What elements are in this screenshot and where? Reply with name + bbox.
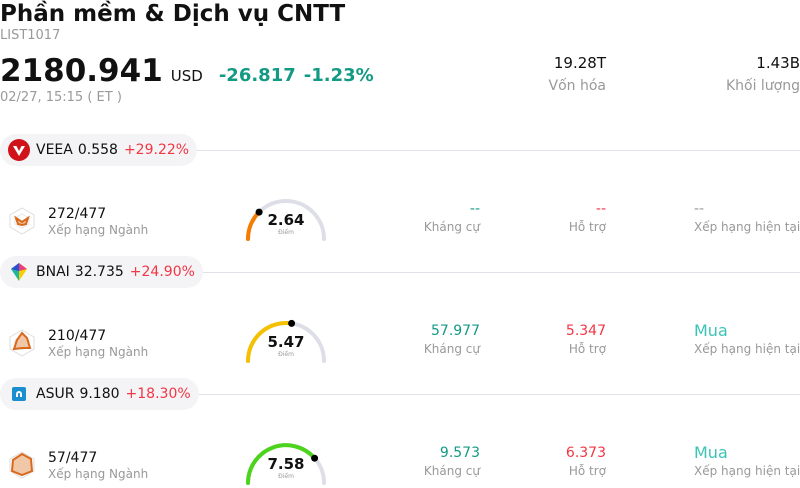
support: -- Hỗ trợ xyxy=(569,200,606,234)
stock-price: 9.180 xyxy=(79,386,120,402)
support-label: Hỗ trợ xyxy=(568,464,606,478)
rating-value: Mua xyxy=(694,321,728,340)
score-gauge: 5.47 Điểm xyxy=(243,316,329,366)
support-value: -- xyxy=(595,201,606,217)
resistance: -- Kháng cự xyxy=(424,200,480,234)
score-label: Điểm xyxy=(278,351,294,358)
volume-value: 1.43B xyxy=(756,54,800,72)
rating-label: Xếp hạng hiện tại xyxy=(694,342,800,356)
stock-section-bnai: BNAI 32.735 +24.90% 210/477 Xếp hạng Ngà… xyxy=(0,256,800,378)
support: 6.373 Hỗ trợ xyxy=(566,444,606,478)
index-price: 2180.941 xyxy=(0,53,163,89)
industry-rank: 57/477 xyxy=(48,450,98,466)
support-value: 6.373 xyxy=(565,445,606,461)
score-gauge: 2.64 Điểm xyxy=(243,194,329,244)
volume-label: Khối lượng xyxy=(725,78,800,94)
volume-stat: 1.43B Khối lượng xyxy=(726,54,800,94)
resistance: 57.977 Kháng cự xyxy=(424,322,480,356)
industry-rank-label: Xếp hạng Ngành xyxy=(48,345,149,359)
stock-symbol: BNAI xyxy=(36,264,70,280)
support-label: Hỗ trợ xyxy=(568,220,606,234)
radar-chart-icon xyxy=(9,451,35,479)
stock-change-percent: +29.22% xyxy=(123,142,190,158)
current-rating: Mua Xếp hạng hiện tại xyxy=(694,443,800,479)
resistance: 9.573 Kháng cự xyxy=(424,444,480,478)
rating-label: Xếp hạng hiện tại xyxy=(694,220,800,234)
support: 5.347 Hỗ trợ xyxy=(566,322,606,356)
resistance-label: Kháng cự xyxy=(423,220,480,234)
score-label: Điểm xyxy=(278,473,294,480)
industry-rank-label: Xếp hạng Ngành xyxy=(48,467,149,481)
industry-rank: 210/477 xyxy=(48,328,107,344)
page-title: Phần mềm & Dịch vụ CNTT xyxy=(0,1,346,27)
stock-symbol: ASUR xyxy=(36,386,75,402)
asur-logo-icon xyxy=(8,383,30,405)
veea-logo-icon xyxy=(8,139,30,161)
stock-pill[interactable]: ASUR 9.180 +18.30% xyxy=(0,378,199,410)
stock-pill[interactable]: BNAI 32.735 +24.90% xyxy=(0,256,203,288)
index-code: LIST1017 xyxy=(0,28,61,43)
stock-section-asur: ASUR 9.180 +18.30% 57/477 Xếp hạng Ngành… xyxy=(0,378,800,488)
stock-pill[interactable]: VEEA 0.558 +29.22% xyxy=(0,134,198,166)
resistance-value: -- xyxy=(469,201,480,217)
price-row: 2180.941 USD -26.817 -1.23% xyxy=(0,52,374,90)
radar-chart-icon xyxy=(9,329,35,357)
score-label: Điểm xyxy=(278,229,294,236)
divider xyxy=(0,150,800,151)
industry-rank-label: Xếp hạng Ngành xyxy=(48,223,149,237)
stock-section-veea: VEEA 0.558 +29.22% 272/477 Xếp hạng Ngàn… xyxy=(0,134,800,256)
score-value: 5.47 xyxy=(267,333,305,351)
resistance-value: 57.977 xyxy=(431,323,480,339)
timestamp: 02/27, 15:15 ( ET ) xyxy=(0,90,122,105)
rating-label: Xếp hạng hiện tại xyxy=(694,464,800,478)
score-value: 2.64 xyxy=(267,211,305,229)
stock-change-percent: +24.90% xyxy=(129,264,195,280)
stock-price: 32.735 xyxy=(74,264,124,280)
market-cap-value: 19.28T xyxy=(553,54,606,72)
price-change: -26.817 xyxy=(218,65,296,86)
stock-price: 0.558 xyxy=(77,142,118,158)
price-change-percent: -1.23% xyxy=(303,65,374,86)
current-rating: Mua Xếp hạng hiện tại xyxy=(694,321,800,357)
resistance-label: Kháng cự xyxy=(423,342,480,356)
current-rating: -- Xếp hạng hiện tại xyxy=(694,200,800,234)
support-label: Hỗ trợ xyxy=(568,342,606,356)
divider xyxy=(0,272,800,273)
currency-label: USD xyxy=(170,67,203,85)
resistance-label: Kháng cự xyxy=(423,464,480,478)
industry-rank: 272/477 xyxy=(48,206,107,222)
bnai-logo-icon xyxy=(8,261,30,283)
market-cap-stat: 19.28T Vốn hóa xyxy=(549,54,606,94)
stock-change-percent: +18.30% xyxy=(125,386,191,402)
rating-value: Mua xyxy=(694,443,728,462)
score-gauge: 7.58 Điểm xyxy=(243,438,329,488)
score-value: 7.58 xyxy=(267,455,305,473)
market-cap-label: Vốn hóa xyxy=(548,78,606,94)
stock-symbol: VEEA xyxy=(36,142,73,158)
resistance-value: 9.573 xyxy=(439,445,480,461)
support-value: 5.347 xyxy=(565,323,606,339)
radar-chart-icon xyxy=(9,207,35,235)
divider xyxy=(0,394,800,395)
rating-value: -- xyxy=(694,201,705,217)
